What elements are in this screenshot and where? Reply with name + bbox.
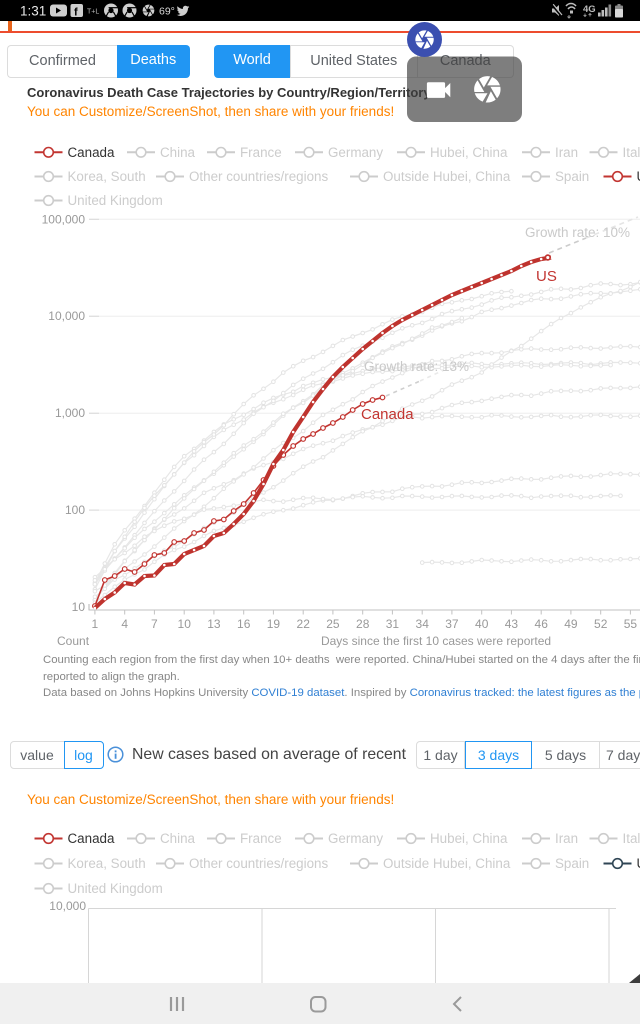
svg-text:22: 22: [297, 617, 311, 631]
svg-text:16: 16: [237, 617, 251, 631]
svg-text:100,000: 100,000: [42, 212, 86, 226]
svg-text:United Kingdom: United Kingdom: [68, 881, 163, 896]
svg-text:25: 25: [326, 617, 340, 631]
svg-text:Iran: Iran: [555, 831, 578, 846]
svg-text:Iran: Iran: [555, 145, 578, 160]
svg-text:49: 49: [564, 617, 578, 631]
svg-text:31: 31: [386, 617, 400, 631]
svg-text:10: 10: [178, 617, 192, 631]
svg-text:Growth rate: 10%: Growth rate: 10%: [525, 225, 630, 240]
svg-text:37: 37: [445, 617, 459, 631]
svg-text:13: 13: [207, 617, 221, 631]
svg-text:Canada: Canada: [68, 145, 115, 160]
svg-text:55: 55: [624, 617, 638, 631]
svg-text:1:31: 1:31: [20, 4, 46, 19]
svg-text:52: 52: [594, 617, 608, 631]
svg-text:Hubei, China: Hubei, China: [430, 831, 508, 846]
svg-text:43: 43: [505, 617, 519, 631]
svg-text:Outside Hubei, China: Outside Hubei, China: [383, 856, 511, 871]
svg-text:100: 100: [65, 503, 85, 517]
svg-text:69°: 69°: [159, 6, 175, 18]
svg-text:US: US: [637, 856, 640, 871]
svg-text:19: 19: [267, 617, 281, 631]
svg-text:Growth rate: 13%: Growth rate: 13%: [364, 359, 469, 374]
svg-text:US: US: [637, 169, 640, 184]
svg-text:Count: Count: [57, 634, 90, 648]
svg-text:Germany: Germany: [328, 145, 383, 160]
svg-text:7: 7: [151, 617, 158, 631]
svg-text:Days since the first 10 cases: Days since the first 10 cases were repor…: [321, 634, 551, 648]
svg-text:4: 4: [121, 617, 128, 631]
svg-text:4G: 4G: [583, 4, 596, 15]
svg-text:Germany: Germany: [328, 831, 383, 846]
svg-text:40: 40: [475, 617, 489, 631]
svg-text:Korea, South: Korea, South: [68, 856, 146, 871]
svg-text:US: US: [536, 268, 557, 285]
svg-text:46: 46: [535, 617, 549, 631]
svg-text:Spain: Spain: [555, 169, 589, 184]
svg-text:10: 10: [72, 600, 86, 614]
svg-text:10,000: 10,000: [48, 309, 85, 323]
svg-text:China: China: [160, 831, 196, 846]
svg-text:10,000: 10,000: [49, 899, 86, 913]
svg-text:Spain: Spain: [555, 856, 589, 871]
svg-text:Other countries/regions: Other countries/regions: [189, 169, 328, 184]
svg-text:1: 1: [92, 617, 99, 631]
svg-text:France: France: [240, 145, 282, 160]
svg-text:34: 34: [416, 617, 430, 631]
svg-text:1,000: 1,000: [55, 406, 85, 420]
svg-text:Italy: Italy: [623, 145, 640, 160]
svg-text:Outside Hubei, China: Outside Hubei, China: [383, 169, 511, 184]
svg-text:France: France: [240, 831, 282, 846]
svg-text:United Kingdom: United Kingdom: [68, 193, 163, 208]
svg-text:28: 28: [356, 617, 370, 631]
svg-text:China: China: [160, 145, 196, 160]
svg-text:Canada: Canada: [68, 831, 115, 846]
svg-text:Italy: Italy: [623, 831, 640, 846]
svg-text:Other countries/regions: Other countries/regions: [189, 856, 328, 871]
svg-text:Canada: Canada: [361, 406, 414, 423]
svg-text:T+L: T+L: [87, 9, 99, 16]
svg-text:Hubei, China: Hubei, China: [430, 145, 508, 160]
svg-text:f: f: [74, 7, 78, 19]
svg-text:Korea, South: Korea, South: [68, 169, 146, 184]
